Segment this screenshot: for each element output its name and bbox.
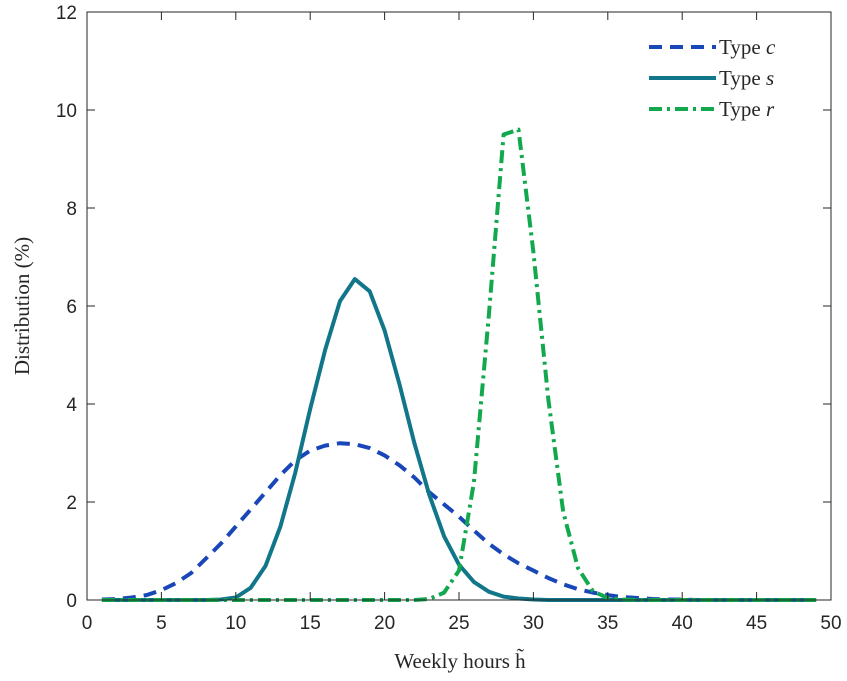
legend-label-c: Type c	[719, 35, 776, 59]
y-tick-label: 0	[66, 591, 77, 612]
axes-layer	[86, 11, 832, 601]
x-tick-label: 15	[300, 613, 321, 634]
legend-label-r: Type r	[719, 97, 775, 121]
tick-labels: 0 5 10 15 20 25 30 35 40 45 50 0 2 4 6 8 10 12	[56, 3, 842, 634]
x-tick-label: 35	[597, 613, 618, 634]
legend: Type c Type s Type r	[649, 35, 776, 121]
x-tick-label: 10	[225, 613, 246, 634]
y-axis-title: Distribution (%)	[10, 237, 34, 375]
y-tick-label: 6	[66, 297, 77, 318]
x-tick-label: 50	[820, 613, 841, 634]
y-tick-label: 4	[66, 395, 77, 416]
x-tick-label: 20	[374, 613, 395, 634]
x-tick-label: 25	[448, 613, 469, 634]
legend-label-s: Type s	[719, 66, 774, 90]
x-tick-label: 45	[746, 613, 767, 634]
y-tick-label: 8	[66, 199, 77, 220]
y-tick-label: 2	[66, 493, 77, 514]
x-tick-label: 5	[156, 613, 167, 634]
x-tick-label: 40	[672, 613, 693, 634]
series-line-r	[101, 127, 817, 602]
x-tick-label: 30	[523, 613, 544, 634]
x-tick-label: 0	[82, 613, 93, 634]
y-tick-label: 12	[56, 3, 77, 24]
y-tick-label: 10	[56, 101, 77, 122]
x-axis-title: Weekly hours h̃	[394, 648, 526, 673]
